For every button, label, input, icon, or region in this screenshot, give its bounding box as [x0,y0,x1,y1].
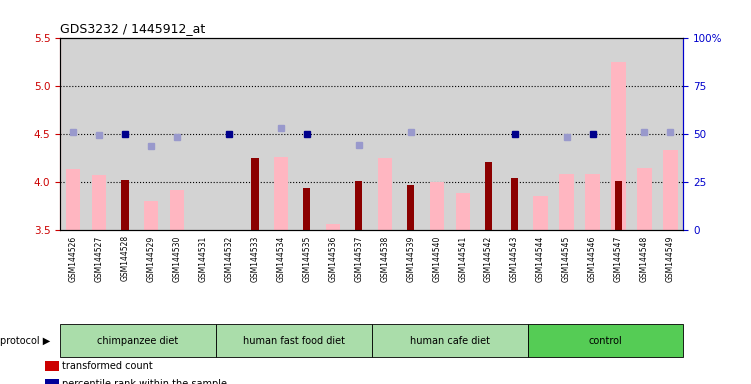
Text: control: control [589,336,623,346]
Bar [663,150,677,230]
Bar [638,168,652,230]
Bar [456,193,470,230]
Bar [533,196,547,230]
Bar [615,182,622,230]
Bar [92,175,106,230]
Text: chimpanzee diet: chimpanzee diet [98,336,179,346]
Bar [170,190,184,230]
Bar [559,174,574,230]
Text: human cafe diet: human cafe diet [409,336,490,346]
Bar [511,177,518,230]
Text: human fast food diet: human fast food diet [243,336,345,346]
Bar [355,182,363,230]
Bar [122,179,128,230]
Bar [407,185,415,230]
Text: protocol ▶: protocol ▶ [0,336,50,346]
Bar [144,200,158,230]
Bar [585,174,599,230]
Text: GDS3232 / 1445912_at: GDS3232 / 1445912_at [60,22,205,35]
Text: transformed count: transformed count [62,361,152,371]
Bar [303,188,310,230]
Bar [611,62,626,230]
Bar [252,158,258,230]
Bar [273,157,288,230]
Bar [66,169,80,230]
Bar [378,158,392,230]
Bar [326,223,340,230]
Text: percentile rank within the sample: percentile rank within the sample [62,379,227,384]
Bar [430,182,444,230]
Bar [485,162,492,230]
